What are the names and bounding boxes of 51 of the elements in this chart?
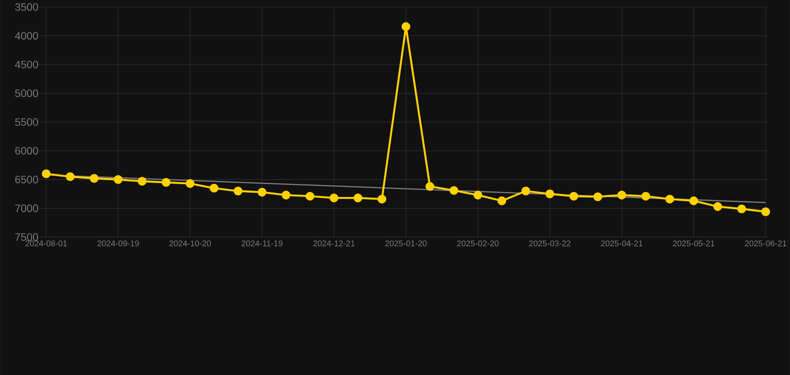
point: [282, 190, 290, 200]
y-tick-label: 4000: [14, 32, 38, 40]
point: [402, 22, 410, 31]
point: [354, 193, 362, 202]
point: [665, 194, 674, 204]
x-tick-label: 2025-03-22: [529, 240, 570, 246]
x-tick-label: 2024-08-01: [25, 240, 67, 246]
point: [258, 188, 266, 196]
point: [713, 202, 722, 211]
point: [569, 192, 578, 200]
point: [450, 186, 458, 195]
x-tick-label: 2025-02-20: [457, 240, 499, 246]
point: [42, 169, 51, 178]
point: [330, 193, 338, 202]
y-tick-label: 4500: [14, 60, 38, 68]
x-tick-label: 2025-01-20: [385, 240, 427, 246]
point: [378, 194, 386, 204]
x-tick-label: 2025-06-21: [744, 240, 786, 246]
point: [521, 186, 530, 196]
point: [593, 192, 602, 201]
point: [306, 192, 314, 200]
point: [545, 189, 554, 198]
point: [210, 184, 218, 192]
point: [737, 204, 746, 214]
point: [234, 186, 242, 196]
point: [162, 178, 170, 187]
y-tick-label: 7500: [15, 233, 38, 241]
x-tick-label: 2024-11-19: [242, 240, 282, 246]
point: [138, 176, 147, 186]
point: [90, 174, 99, 183]
point: [114, 174, 123, 184]
point: [186, 178, 194, 188]
y-tick-label: 7000: [15, 204, 38, 212]
x-tick-label: 2025-04-21: [601, 240, 642, 246]
point: [497, 196, 506, 205]
y-tick-label: 5500: [15, 118, 38, 126]
point: [761, 207, 770, 216]
point: [689, 196, 698, 205]
point: [66, 172, 75, 181]
y-tick-label: 5000: [15, 89, 38, 97]
y-tick-label: 6000: [15, 146, 38, 154]
x-tick-label: 2024-10-20: [169, 240, 211, 246]
x-tick-label: 2024-12-21: [313, 240, 355, 246]
y-tick-label: 6500: [15, 176, 38, 184]
point: [617, 190, 626, 200]
point: [473, 190, 482, 200]
x-tick-label: 2024-09-19: [97, 240, 139, 246]
point: [426, 182, 434, 191]
x-tick-label: 2025-05-21: [673, 240, 714, 246]
point: [641, 192, 650, 200]
y-tick-label: 3500: [15, 3, 38, 11]
